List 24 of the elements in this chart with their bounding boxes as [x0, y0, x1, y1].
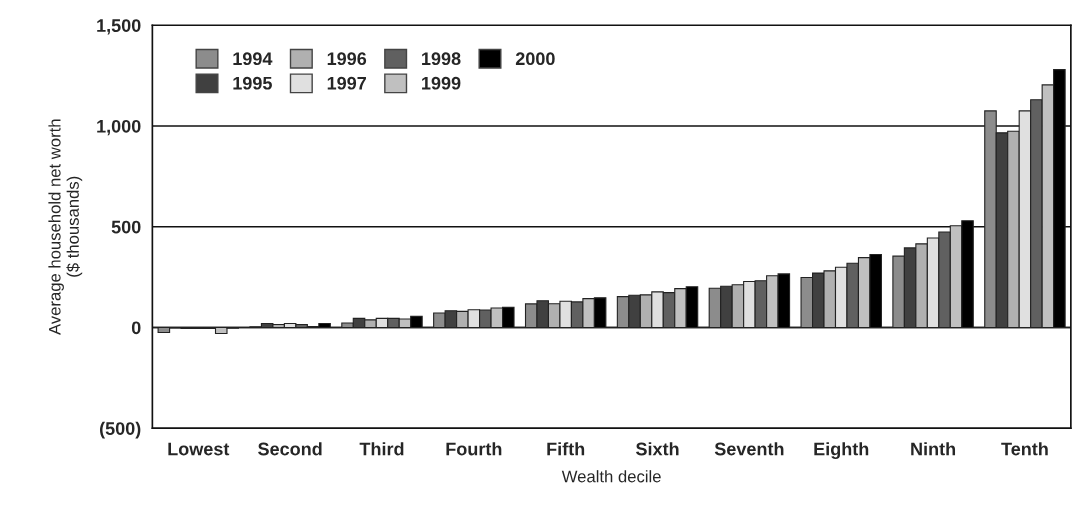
x-axis-title: Wealth decile	[561, 470, 661, 483]
x-tick-label: Fifth	[547, 442, 585, 456]
legend-label: 1999	[422, 76, 461, 90]
y-tick-label: (500)	[100, 421, 141, 439]
legend-label: 1996	[327, 52, 367, 66]
legend-label: 1995	[233, 76, 272, 90]
x-tick-label: Fourth	[446, 442, 502, 456]
x-tick-label: Sixth	[635, 442, 679, 456]
x-tick-label: Seventh	[714, 442, 784, 456]
x-tick-label: Ninth	[911, 442, 956, 456]
y-axis-title: Average household net worth ($ thousands)	[48, 119, 83, 335]
x-tick-label: Lowest	[168, 442, 230, 456]
x-tick-label: Eighth	[814, 442, 869, 460]
x-tick-label: Tenth	[1001, 442, 1048, 456]
x-tick-label: Third	[359, 442, 404, 456]
legend-label: 1998	[422, 52, 461, 66]
legend-label: 1994	[233, 52, 273, 66]
x-tick-label: Second	[258, 442, 322, 456]
y-tick-label: 500	[111, 220, 141, 234]
y-tick-label: 0	[131, 321, 141, 335]
legend-label: 2000	[515, 52, 555, 66]
y-tick-label: 1,000	[97, 119, 141, 136]
y-tick-label: 1,500	[97, 19, 141, 35]
legend-label: 1997	[327, 76, 366, 90]
